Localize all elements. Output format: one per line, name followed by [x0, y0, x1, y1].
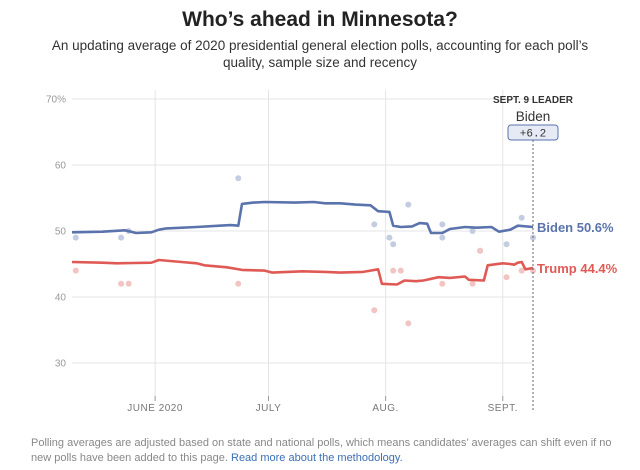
biden-poll-dot: [72, 234, 79, 241]
biden-poll-dot: [439, 221, 446, 228]
leader-margin: +6.2: [520, 129, 546, 141]
y-tick-label: 70%: [46, 95, 66, 106]
biden-end-label: Biden 50.6%: [537, 220, 614, 235]
leader-margin-badge: [507, 124, 559, 141]
trump-poll-dot: [72, 267, 79, 274]
trump-poll-dot: [397, 267, 404, 274]
biden-poll-dot: [405, 201, 412, 208]
page-title: Who’s ahead in Minnesota?: [182, 8, 458, 31]
leader-box[interactable]: SEPT. 9 LEADER Biden +6.2: [493, 95, 574, 410]
trump-end-label: Trump 44.4%: [537, 261, 618, 276]
x-tick-label: AUG.: [372, 403, 398, 414]
trump-poll-dot: [439, 280, 446, 287]
poll-dots: [72, 175, 536, 327]
average-lines: [71, 200, 534, 286]
trump-average-line: [71, 258, 534, 286]
trump-poll-dot: [503, 274, 510, 281]
trump-poll-dot: [518, 267, 525, 274]
grid: [72, 90, 533, 401]
trump-poll-dot: [118, 280, 125, 287]
trump-poll-dot: [125, 280, 132, 287]
x-tick-label: JUNE 2020: [127, 403, 183, 414]
trump-poll-dot: [477, 247, 484, 254]
biden-poll-dot: [439, 234, 446, 241]
biden-poll-dot: [371, 221, 378, 228]
y-tick-label: 60: [55, 161, 67, 172]
polling-average-chart: 30 40 50 60 70% JUNE 2020 JULY AUG. SEPT. Biden…: [46, 90, 618, 414]
trump-poll-dot: [235, 280, 242, 287]
methodology-footnote: Polling averages are adjusted based on s…: [31, 436, 621, 466]
y-tick-label: 50: [55, 227, 67, 238]
biden-poll-dot: [386, 234, 393, 241]
trump-poll-dot: [371, 307, 378, 314]
biden-poll-dot: [235, 175, 242, 182]
biden-poll-dot: [503, 241, 510, 248]
trump-poll-dot: [469, 280, 476, 287]
leader-date-label: SEPT. 9 LEADER: [493, 95, 574, 106]
biden-poll-dot: [469, 228, 476, 234]
y-tick-label: 40: [55, 293, 67, 304]
page-subtitle: An updating average of 2020 presidential…: [51, 38, 589, 70]
end-labels: Biden 50.6% Trump 44.4%: [537, 220, 618, 276]
y-axis-ticks: 30 40 50 60 70%: [46, 95, 66, 370]
footnote-text: Polling averages are adjusted based on s…: [31, 437, 612, 464]
biden-poll-dot: [118, 234, 125, 241]
x-tick-label: SEPT.: [488, 403, 518, 414]
x-axis-ticks: JUNE 2020 JULY AUG. SEPT.: [127, 403, 518, 414]
biden-poll-dot: [518, 214, 525, 221]
leader-name: Biden: [516, 109, 551, 124]
methodology-link[interactable]: Read more about the methodology.: [231, 452, 403, 464]
x-tick-label: JULY: [256, 403, 282, 414]
y-tick-label: 30: [55, 359, 67, 370]
biden-poll-dot: [390, 241, 397, 248]
trump-poll-dot: [405, 320, 412, 327]
biden-average-line: [71, 200, 534, 235]
trump-poll-dot: [390, 267, 397, 274]
